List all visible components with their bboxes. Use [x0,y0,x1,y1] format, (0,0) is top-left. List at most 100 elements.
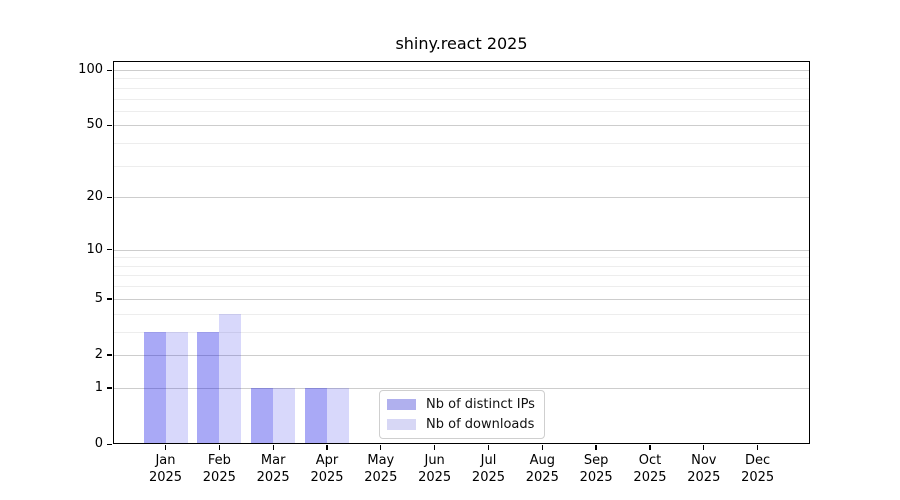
y-tick-label: 5 [94,290,103,306]
y-tick-mark [107,387,112,389]
y-gridline-minor [113,331,810,333]
bar-downloads [219,313,242,444]
y-gridline-major [113,298,810,300]
x-tick-label: Oct 2025 [620,452,680,486]
x-tick-label: Dec 2025 [728,452,788,486]
y-gridline-major [113,70,810,71]
x-tick-year: 2025 [148,470,183,485]
y-tick-mark [107,69,112,71]
x-tick-label: Feb 2025 [189,452,249,486]
x-tick-year: 2025 [256,470,290,485]
x-tick-year: 2025 [202,470,236,485]
x-tick-month: Oct [638,453,662,468]
x-tick-month: Mar [260,453,286,468]
bar-downloads [165,331,188,444]
y-tick-label: 100 [78,62,103,77]
y-tick-mark [107,298,112,300]
x-tick-year: 2025 [579,470,613,485]
x-tick-year: 2025 [364,470,398,485]
legend-entry-distinct-ips: Nb of distinct IPs [387,397,535,412]
y-gridline-minor [113,165,810,167]
x-tick-label: Mar 2025 [243,452,303,486]
y-tick-mark [107,443,112,445]
x-tick-mark [541,445,543,450]
y-gridline-minor [113,275,810,277]
x-tick-mark [164,445,167,450]
x-tick-label: May 2025 [351,452,411,486]
x-tick-label: Jan 2025 [136,452,196,486]
plot-area: Nb of distinct IPs Nb of downloads 100 50… [78,61,810,485]
y-tick-mark [107,354,112,356]
x-tick-label: Jun 2025 [405,452,465,486]
x-tick-month: May [367,453,395,468]
x-tick-month: Dec [745,453,771,468]
legend-swatch-distinct-ips [387,399,416,410]
x-tick-month: Feb [207,453,231,468]
x-tick-mark [703,445,705,450]
x-tick-month: Jun [424,453,445,468]
x-tick-year: 2025 [310,470,344,485]
x-tick-label: Aug 2025 [512,452,572,486]
x-tick-month: Nov [691,453,717,468]
x-tick-mark [434,445,436,450]
legend-label-distinct-ips: Nb of distinct IPs [426,397,535,412]
y-gridline-major [113,197,810,199]
y-gridline-minor [113,265,810,267]
y-gridline-minor [113,143,810,145]
x-tick-label: Apr 2025 [297,452,357,486]
y-gridline-major [113,354,810,356]
y-gridline-minor [113,257,810,259]
legend-swatch-downloads [387,419,416,430]
y-tick-label: 1 [94,379,103,395]
y-tick-label: 0 [94,436,103,451]
x-tick-year: 2025 [687,470,721,485]
x-tick-year: 2025 [741,470,775,485]
chart-title: shiny.react 2025 [395,34,528,53]
legend-label-downloads: Nb of downloads [426,417,535,432]
y-tick-mark [107,249,112,251]
x-tick-month: Jan [155,453,176,468]
x-tick-mark [487,445,490,450]
x-tick-month: Apr [315,453,339,468]
x-tick-year: 2025 [525,470,559,485]
y-tick-mark [107,124,112,127]
bar-downloads [273,387,296,444]
y-gridline-minor [113,98,810,100]
x-tick-mark [272,445,274,450]
x-tick-mark [218,445,220,450]
x-tick-year: 2025 [471,470,506,485]
y-tick-label: 50 [86,117,103,133]
y-gridline-minor [113,78,810,80]
x-tick-mark [326,445,328,450]
x-tick-mark [380,445,382,450]
x-tick-mark [595,445,597,450]
x-tick-month: Sep [583,453,609,468]
x-tick-label: Sep 2025 [566,452,626,486]
y-gridline-major [113,125,810,127]
y-tick-label: 10 [86,241,103,257]
y-gridline-major [113,387,810,389]
x-tick-label: Jul 2025 [458,452,518,486]
bar-distinct-ips [143,331,166,444]
legend-entry-downloads: Nb of downloads [387,417,535,432]
y-gridline-minor [113,110,810,112]
x-tick-mark [649,445,651,450]
bar-distinct-ips [251,387,274,444]
x-tick-label: Nov 2025 [674,452,734,486]
x-tick-year: 2025 [418,470,452,485]
x-tick-year: 2025 [633,470,667,485]
y-tick-label: 20 [86,189,103,205]
bar-downloads [326,387,349,444]
y-gridline-minor [113,313,810,315]
x-tick-month: Aug [529,453,555,468]
y-tick-label: 2 [94,346,103,362]
y-gridline-minor [113,87,810,89]
y-gridline-major [113,249,810,251]
x-tick-mark [756,445,759,450]
y-gridline-minor [113,286,810,288]
bar-distinct-ips [197,331,220,444]
y-tick-mark [107,196,112,199]
x-tick-month: Jul [480,453,497,468]
bar-distinct-ips [304,387,327,444]
